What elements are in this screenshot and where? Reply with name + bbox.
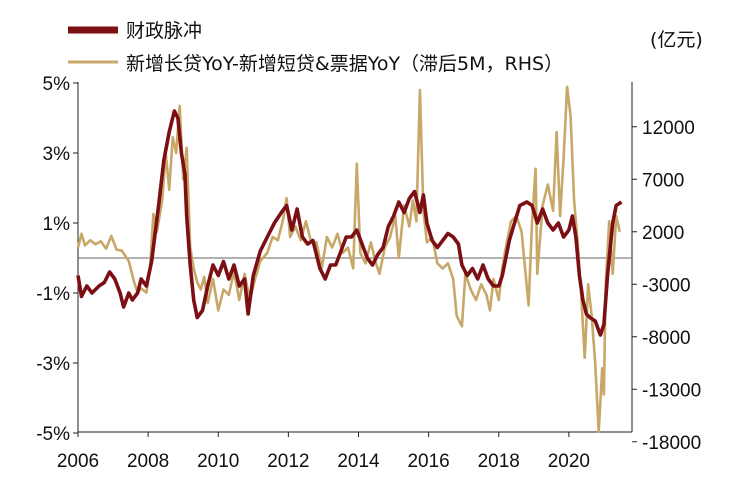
right-tick-label: 7000 (642, 170, 684, 191)
right-tick-label: -8000 (642, 328, 691, 349)
x-tick-label: 2012 (267, 451, 309, 472)
legend-label-fiscal: 财政脉冲 (126, 20, 202, 42)
left-tick-label: -5% (36, 424, 70, 445)
x-tick-label: 2008 (127, 451, 169, 472)
right-tick-label: -3000 (642, 275, 691, 296)
legend: 财政脉冲 新增长贷YoY-新增短贷&票据YoY（滞后5M，RHS） (68, 20, 563, 75)
series-line-fiscal (76, 109, 623, 337)
series-line-loan (76, 85, 621, 434)
x-tick-label: 2014 (337, 451, 380, 472)
left-tick-label: 1% (43, 214, 71, 235)
x-tick-label: 2016 (407, 451, 449, 472)
right-tick-label: 12000 (642, 118, 695, 139)
x-tick-label: 2006 (57, 451, 99, 472)
x-axis-ticks: 2006 2008 2010 2012 2014 2016 2018 2020 (57, 432, 590, 472)
left-axis-ticks: 5% 3% 1% -1% -3% -5% (36, 74, 78, 445)
left-tick-label: 3% (43, 144, 71, 165)
right-tick-label: -18000 (642, 433, 701, 454)
left-tick-label: 5% (43, 74, 71, 95)
left-tick-label: -3% (36, 354, 70, 375)
right-axis-unit: (亿元) (650, 29, 703, 51)
legend-label-loan: 新增长贷YoY-新增短贷&票据YoY（滞后5M，RHS） (126, 53, 563, 75)
x-tick-label: 2020 (548, 451, 590, 472)
right-tick-label: 2000 (642, 223, 684, 244)
left-tick-label: -1% (36, 284, 70, 305)
right-tick-label: -13000 (642, 380, 701, 401)
right-axis-ticks: 12000 7000 2000 -3000 -8000 -13000 -18000 (632, 118, 701, 454)
x-tick-label: 2018 (478, 451, 520, 472)
x-tick-label: 2010 (197, 451, 239, 472)
